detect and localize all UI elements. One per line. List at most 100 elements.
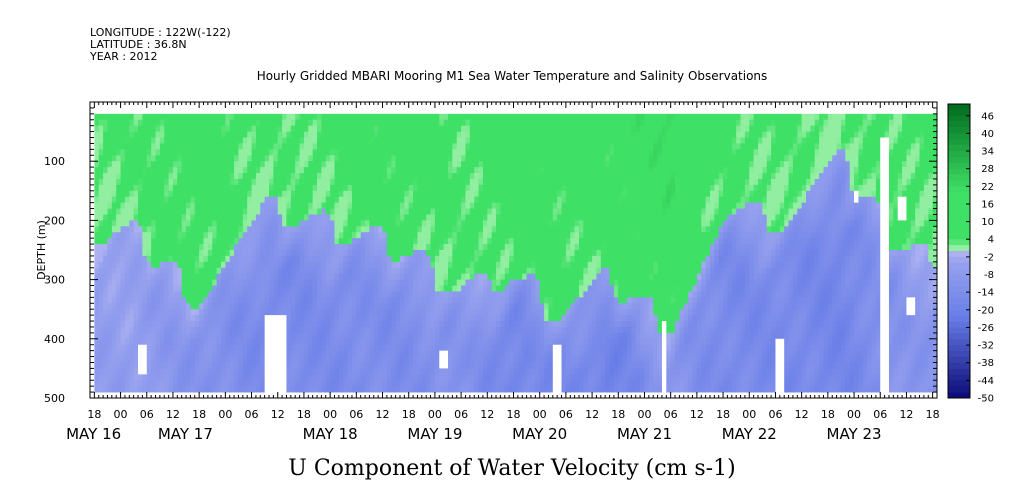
heat-cell xyxy=(456,155,462,162)
heat-cell xyxy=(382,196,388,204)
heat-cell xyxy=(544,167,549,174)
heat-cell xyxy=(269,285,274,292)
heat-cell xyxy=(146,362,152,369)
heat-cell xyxy=(452,321,458,328)
heat-cell xyxy=(317,297,322,304)
heat-cell xyxy=(491,250,497,257)
heat-cell xyxy=(111,155,117,162)
heat-cell xyxy=(220,238,226,245)
heat-cell xyxy=(303,368,309,375)
heat-cell xyxy=(303,184,309,192)
heat-cell xyxy=(203,279,209,286)
heat-cell xyxy=(456,321,462,328)
heat-cell xyxy=(98,261,104,269)
heat-cell xyxy=(421,178,427,186)
heat-cell xyxy=(199,255,204,263)
heat-cell xyxy=(343,386,348,393)
heatmap-cells xyxy=(90,113,938,393)
heat-cell xyxy=(522,285,527,292)
heat-cell xyxy=(487,374,493,381)
heat-cell xyxy=(504,178,510,186)
heat-cell xyxy=(212,279,218,286)
heat-cell xyxy=(548,261,554,269)
heat-cell xyxy=(238,344,244,352)
heat-cell xyxy=(234,202,239,209)
heat-cell xyxy=(194,344,200,352)
heat-cell xyxy=(325,285,331,292)
heat-cell xyxy=(343,368,348,375)
heat-cell xyxy=(378,273,383,280)
heat-cell xyxy=(155,196,161,204)
heat-cell xyxy=(247,196,252,204)
heat-cell xyxy=(172,178,178,186)
heat-cell xyxy=(124,315,130,322)
heat-cell xyxy=(299,250,305,257)
heat-cell xyxy=(321,315,327,322)
heat-cell xyxy=(124,167,130,174)
heat-cell xyxy=(330,232,335,239)
heat-cell xyxy=(181,250,187,257)
heat-cell xyxy=(229,303,235,310)
heat-cell xyxy=(399,303,405,310)
heat-cell xyxy=(103,202,108,209)
heat-cell xyxy=(482,226,488,233)
heat-cell xyxy=(146,155,152,162)
heat-cell xyxy=(338,291,344,298)
heat-cell xyxy=(395,226,401,233)
heat-cell xyxy=(443,178,449,186)
heat-cell xyxy=(194,267,200,275)
heat-cell xyxy=(448,137,453,144)
heat-cell xyxy=(522,125,527,132)
heat-cell xyxy=(434,137,440,144)
heat-cell xyxy=(255,125,261,132)
heat-cell xyxy=(426,374,431,381)
heat-cell xyxy=(317,380,322,387)
heat-cell xyxy=(530,321,536,328)
heat-cell xyxy=(478,374,484,381)
heat-cell xyxy=(146,255,152,263)
heat-cell xyxy=(282,214,287,221)
heat-cell xyxy=(469,220,475,227)
heat-cell xyxy=(98,368,104,375)
heat-cell xyxy=(111,202,117,209)
heat-cell xyxy=(317,315,322,322)
heat-cell xyxy=(535,190,541,198)
heat-cell xyxy=(504,131,510,138)
heat-cell xyxy=(164,297,169,304)
heat-cell xyxy=(443,113,449,121)
heat-cell xyxy=(207,261,213,269)
heat-cell xyxy=(94,143,100,150)
heat-cell xyxy=(417,303,423,310)
heat-cell xyxy=(526,380,532,387)
heat-cell xyxy=(347,255,353,263)
heat-cell xyxy=(186,244,191,251)
heat-cell xyxy=(138,261,143,269)
heat-cell xyxy=(308,362,314,369)
heat-cell xyxy=(347,173,353,180)
heat-cell xyxy=(365,167,370,174)
heat-cell xyxy=(330,214,335,221)
heat-cell xyxy=(351,297,357,304)
heat-cell xyxy=(369,190,375,198)
heat-cell xyxy=(482,178,488,186)
heat-cell xyxy=(408,244,414,251)
heat-cell xyxy=(386,326,392,334)
heat-cell xyxy=(312,326,318,334)
heat-cell xyxy=(303,238,309,245)
heat-cell xyxy=(338,250,344,257)
heat-cell xyxy=(448,368,453,375)
heat-cell xyxy=(234,220,239,227)
heat-cell xyxy=(98,303,104,310)
heat-cell xyxy=(391,315,397,322)
heat-cell xyxy=(299,368,305,375)
heat-cell xyxy=(517,273,523,280)
heat-cell xyxy=(413,125,418,132)
heat-cell xyxy=(334,143,340,150)
heat-cell xyxy=(500,309,506,316)
heat-cell xyxy=(378,149,383,156)
heat-cell xyxy=(439,374,445,381)
heat-cell xyxy=(186,238,191,245)
heat-cell xyxy=(220,155,226,162)
heat-cell xyxy=(347,315,353,322)
heat-cell xyxy=(465,208,471,215)
